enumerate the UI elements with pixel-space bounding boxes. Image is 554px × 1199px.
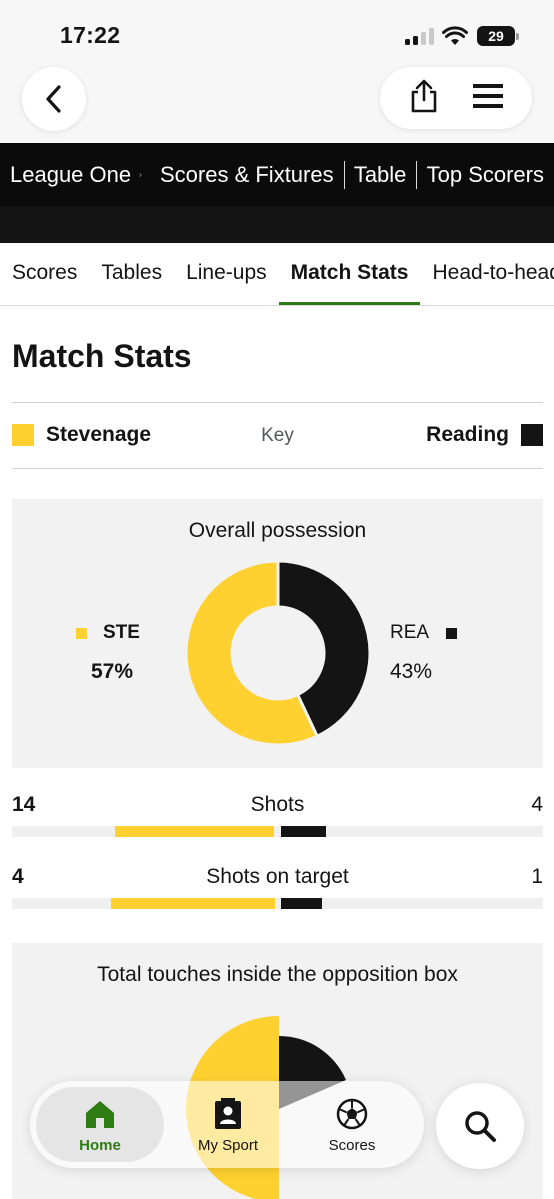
share-button[interactable] — [409, 79, 439, 118]
possession-home-abbr: STE — [103, 622, 140, 643]
stat-label: Shots on target — [206, 865, 349, 888]
back-button[interactable] — [22, 67, 86, 131]
battery-icon: 29 — [477, 26, 519, 46]
magnifier-icon — [465, 1111, 496, 1142]
stat-away-bar — [280, 898, 322, 909]
menu-button[interactable] — [472, 82, 504, 115]
league-link-top-scorers[interactable]: Top Scorers — [426, 161, 544, 187]
league-nav: League One Scores & Fixtures Table Top S… — [0, 143, 554, 206]
status-time: 17:22 — [60, 22, 121, 48]
person-card-icon — [215, 1098, 241, 1129]
status-bar: 17:22 29 — [0, 0, 554, 62]
wifi-icon — [442, 26, 468, 45]
cellular-signal-icon — [405, 28, 435, 45]
nav-scores[interactable]: Scores — [288, 1087, 416, 1162]
hamburger-menu-icon — [472, 83, 503, 108]
stat-track — [12, 898, 543, 909]
top-actions — [380, 67, 532, 129]
possession-away-abbr: REA — [390, 622, 430, 643]
stat-home-value: 4 — [12, 865, 24, 888]
house-icon — [86, 1101, 114, 1128]
team-key: Stevenage Key Reading — [12, 403, 543, 469]
tab-scores[interactable]: Scores — [12, 261, 78, 284]
tab-line-ups[interactable]: Line-ups — [186, 261, 267, 284]
home-team-name: Stevenage — [46, 423, 152, 446]
match-tabs: Scores Tables Line-ups Match Stats Head-… — [0, 243, 554, 306]
away-team-name: Reading — [426, 423, 509, 446]
key-label: Key — [261, 425, 294, 446]
nav-label: Home — [79, 1137, 121, 1154]
match-stats-page: Match Stats Stevenage Key Reading Overal… — [0, 306, 554, 1199]
page-title: Match Stats — [12, 338, 192, 374]
chevron-right-icon — [139, 172, 142, 177]
stat-home-value: 14 — [12, 793, 36, 816]
stat-home-bar — [110, 898, 275, 909]
stat-away-bar — [280, 826, 327, 837]
possession-title: Overall possession — [188, 519, 367, 542]
header-band — [0, 206, 554, 243]
tab-head-to-head[interactable]: Head-to-head — [432, 261, 554, 284]
nav-my-sport[interactable]: My Sport — [164, 1087, 292, 1162]
possession-away-swatch — [446, 628, 457, 639]
nav-label: My Sport — [197, 1137, 258, 1154]
search-button[interactable] — [436, 1083, 524, 1169]
home-color-swatch — [12, 424, 34, 446]
touches-title: Total touches inside the opposition box — [97, 963, 458, 986]
tab-tables[interactable]: Tables — [101, 261, 163, 284]
possession-away-percent: 43% — [390, 660, 433, 683]
possession-home-swatch — [76, 628, 87, 639]
share-icon — [411, 79, 436, 112]
stat-track — [12, 826, 543, 837]
league-link-scores-fixtures[interactable]: Scores & Fixtures — [160, 161, 334, 187]
league-link-league-one[interactable]: League One — [10, 161, 132, 187]
league-link-table[interactable]: Table — [353, 161, 407, 187]
possession-home-percent: 57% — [91, 660, 134, 683]
possession-away-segment — [276, 560, 371, 739]
chevron-left-icon — [46, 85, 61, 113]
possession-home-segment — [185, 560, 320, 746]
stat-row-shots: 14 Shots 4 — [12, 793, 543, 841]
tab-match-stats[interactable]: Match Stats — [278, 243, 421, 305]
bottom-nav: Home My Sport Scores — [30, 1081, 424, 1168]
football-icon — [336, 1098, 368, 1130]
stat-home-bar — [115, 826, 275, 837]
nav-label: Scores — [328, 1137, 376, 1154]
stat-row-shots-on-target: 4 Shots on target 1 — [12, 865, 543, 913]
possession-card: Overall possession — [12, 499, 543, 768]
nav-home[interactable]: Home — [36, 1087, 164, 1162]
away-color-swatch — [521, 424, 543, 446]
possession-donut-chart — [185, 560, 371, 746]
stat-label: Shots — [250, 793, 305, 816]
divider — [12, 402, 543, 403]
stat-away-value: 4 — [531, 793, 543, 816]
stat-away-value: 1 — [531, 865, 543, 888]
